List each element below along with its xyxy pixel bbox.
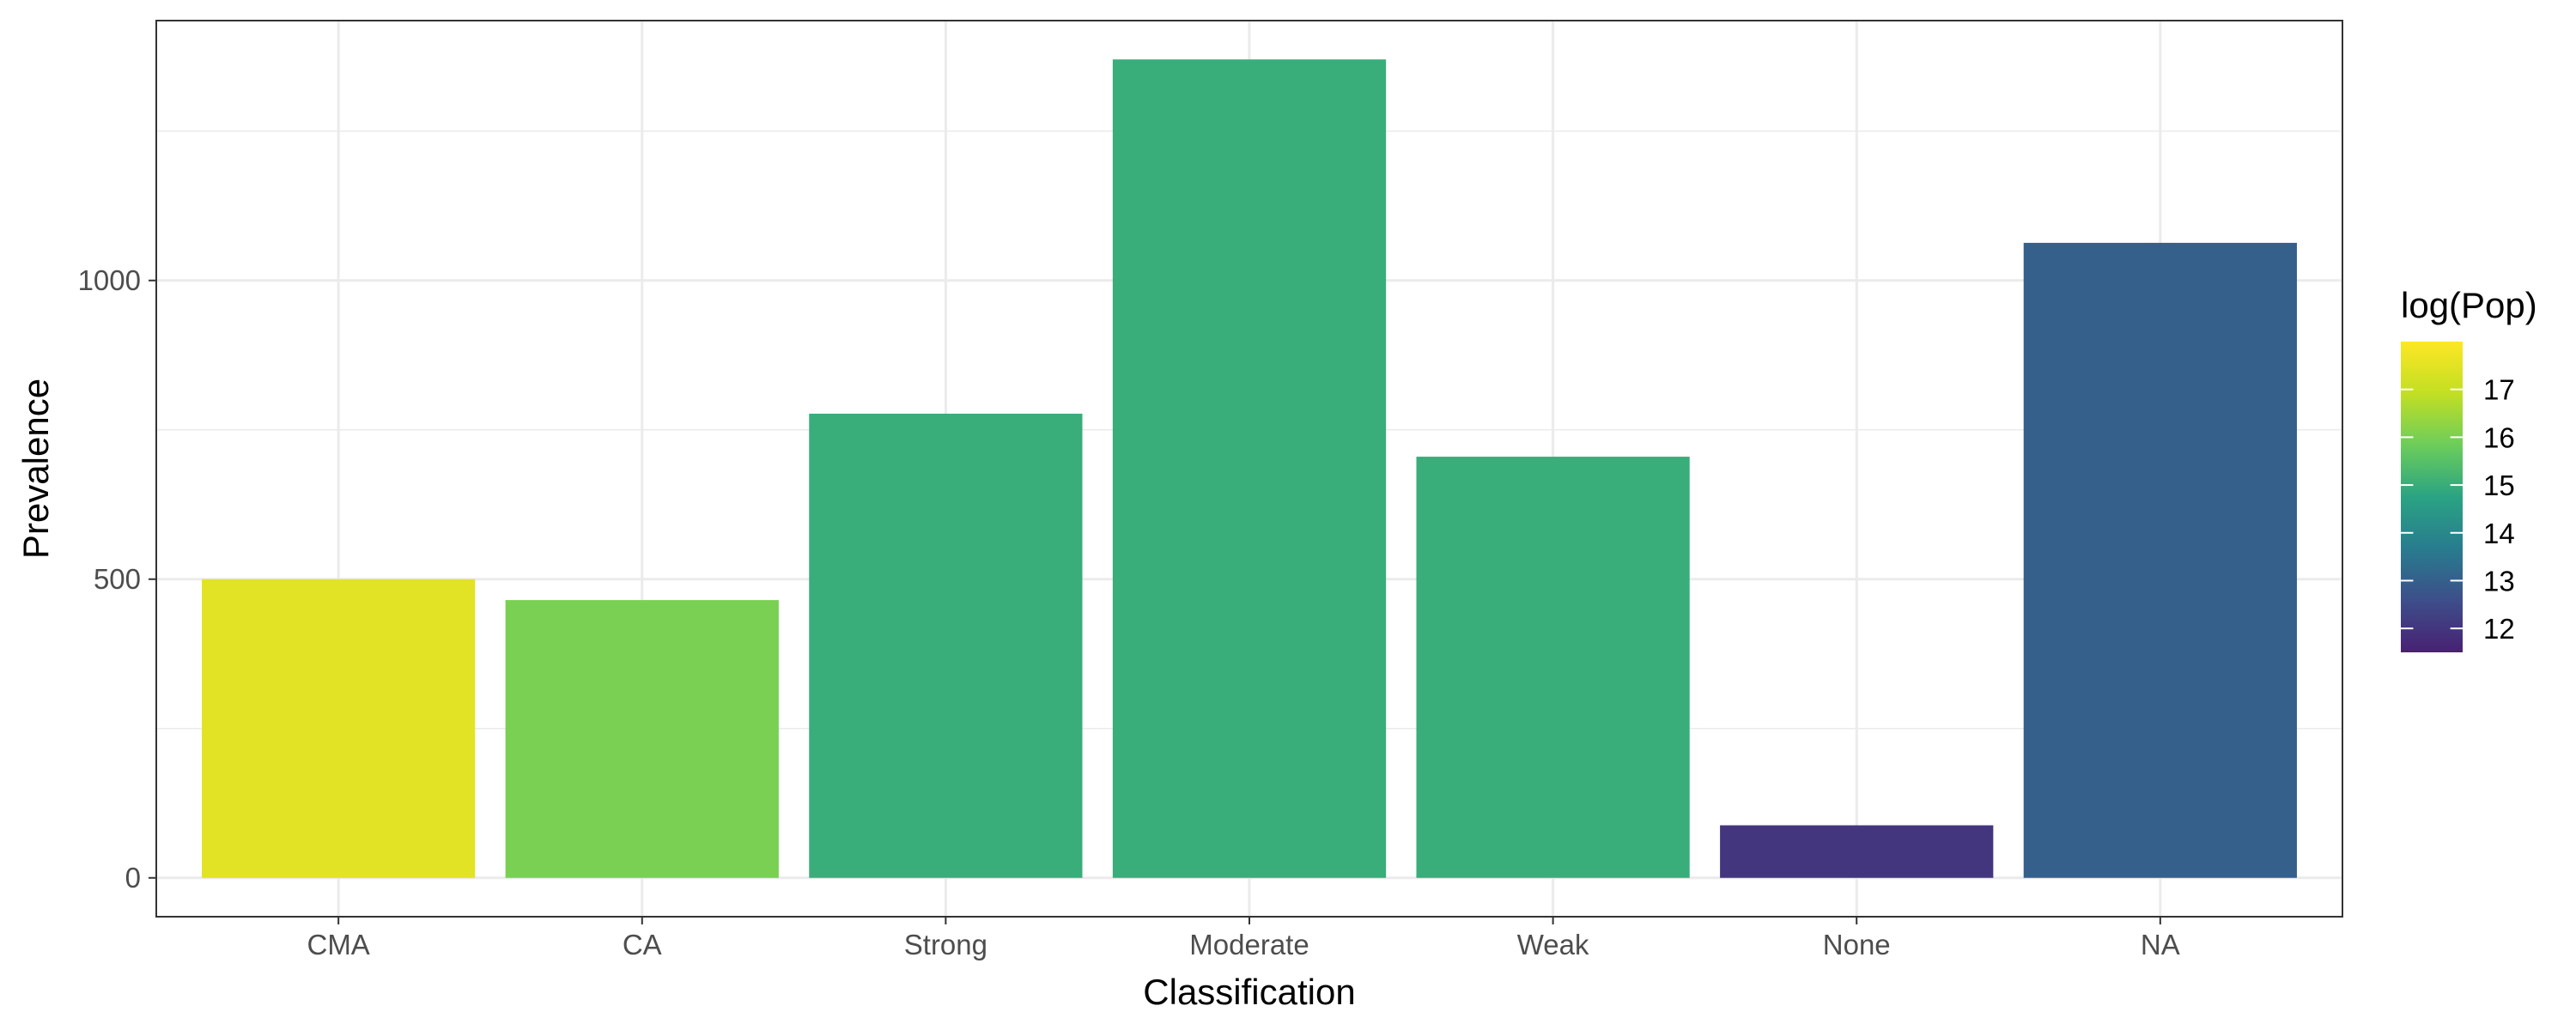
bar-weak [1416,457,1690,878]
x-tick-label: Strong [904,929,987,960]
y-tick-label: 0 [125,862,141,894]
bar-ca [505,600,779,878]
bars [202,59,2297,878]
y-tick-label: 1000 [78,264,141,296]
legend-tick-label: 17 [2483,374,2515,406]
legend-tick-label: 16 [2483,421,2515,453]
x-tick-label: None [1823,929,1891,960]
y-tick-label: 500 [94,563,141,595]
legend-title: log(Pop) [2401,285,2537,325]
legend-tick-label: 12 [2483,613,2515,645]
bar-na [2023,242,2297,878]
legend-colorbar [2401,342,2463,652]
x-tick-label: CA [623,929,662,960]
legend-tick-label: 15 [2483,470,2515,501]
y-axis: 0 500 1000 [78,264,156,894]
bar-cma [202,579,476,878]
legend-tick-label: 14 [2483,518,2515,549]
bar-strong [809,413,1083,878]
bar-none [1720,825,1994,878]
x-axis: CMA CA Strong Moderate Weak None NA [307,917,2180,960]
y-axis-title: Prevalence [15,379,56,559]
bar-moderate [1112,59,1387,878]
x-axis-title: Classification [1143,972,1355,1012]
legend-ticks: 17 16 15 14 13 12 [2401,374,2515,645]
x-tick-label: CMA [307,929,369,960]
x-tick-label: Moderate [1189,929,1309,960]
x-tick-label: NA [2141,929,2180,960]
legend: log(Pop) 17 16 15 14 13 12 [2401,285,2537,652]
legend-tick-label: 13 [2483,565,2515,597]
x-tick-label: Weak [1517,929,1589,960]
